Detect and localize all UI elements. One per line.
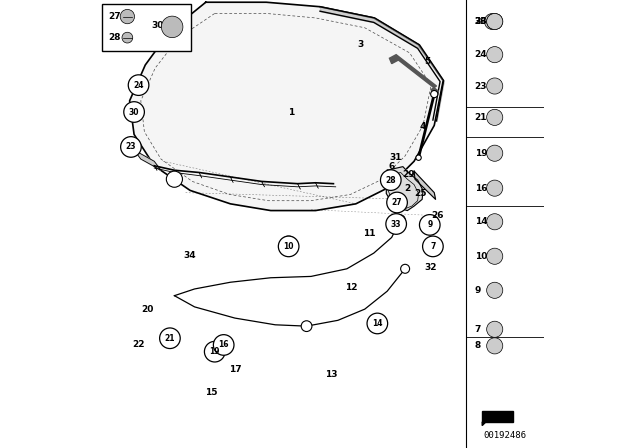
Text: 17: 17 [228,365,241,374]
Text: 30: 30 [151,21,163,30]
Circle shape [484,13,500,30]
Circle shape [486,109,503,125]
Polygon shape [387,167,423,211]
Text: 10: 10 [475,252,487,261]
Text: 7: 7 [430,242,436,251]
Text: 19: 19 [209,347,220,356]
Text: 33: 33 [391,220,401,228]
Circle shape [486,47,503,63]
Text: 16: 16 [218,340,229,349]
Text: 5: 5 [424,57,431,66]
Text: 2: 2 [404,184,410,193]
Circle shape [278,236,299,257]
Circle shape [486,338,503,354]
Circle shape [386,214,406,234]
Text: 32: 32 [425,263,437,272]
Circle shape [431,90,438,98]
Text: 12: 12 [345,283,358,292]
Text: 33: 33 [475,17,487,26]
Circle shape [213,335,234,355]
Text: 29: 29 [403,170,415,179]
Text: 14: 14 [372,319,383,328]
Text: 9: 9 [475,286,481,295]
Text: 11: 11 [363,229,376,238]
Bar [482,411,513,422]
Text: 7: 7 [475,325,481,334]
Polygon shape [134,150,161,170]
Circle shape [301,321,312,332]
Circle shape [166,171,182,187]
Text: 9: 9 [427,220,433,229]
Circle shape [486,282,503,298]
Text: 24: 24 [133,81,144,90]
Text: 27: 27 [392,198,403,207]
Circle shape [120,9,134,24]
FancyBboxPatch shape [102,4,191,51]
Circle shape [486,180,503,196]
Circle shape [121,137,141,157]
Circle shape [486,145,503,161]
Text: 22: 22 [132,340,145,349]
Polygon shape [130,2,443,211]
Polygon shape [482,422,486,426]
Text: 6: 6 [388,162,395,171]
Text: 31: 31 [389,153,401,162]
Circle shape [486,321,503,337]
Text: 24: 24 [475,50,487,59]
Text: 33: 33 [475,17,487,26]
Circle shape [380,170,401,190]
Circle shape [401,264,410,273]
Text: 8: 8 [475,341,481,350]
Circle shape [159,328,180,349]
Circle shape [396,215,405,224]
Text: 3: 3 [357,40,364,49]
Circle shape [161,16,183,38]
Circle shape [387,192,408,213]
Text: 23: 23 [475,82,487,90]
Text: 10: 10 [284,242,294,251]
Text: 26: 26 [431,211,444,220]
Circle shape [419,215,440,235]
Text: 19: 19 [475,149,487,158]
Text: 28: 28 [108,33,120,42]
Circle shape [124,102,145,122]
Circle shape [280,236,297,252]
Text: 20: 20 [141,305,154,314]
Text: 14: 14 [475,217,487,226]
Text: 27: 27 [108,12,121,21]
Text: 21: 21 [164,334,175,343]
Text: 34: 34 [184,251,196,260]
Polygon shape [389,55,439,95]
Text: 13: 13 [325,370,337,379]
Circle shape [486,13,503,30]
Text: 00192486: 00192486 [483,431,526,440]
Text: 21: 21 [475,113,487,122]
Text: 1: 1 [288,108,294,116]
Circle shape [486,13,503,30]
Polygon shape [414,171,436,199]
Circle shape [204,341,225,362]
Text: 26: 26 [475,17,487,26]
Circle shape [486,78,503,94]
Circle shape [122,32,132,43]
Text: 30: 30 [129,108,140,116]
Text: 4: 4 [420,122,426,131]
Circle shape [367,313,388,334]
Text: 16: 16 [475,184,487,193]
Text: 23: 23 [125,142,136,151]
Circle shape [416,155,421,160]
Circle shape [486,248,503,264]
Circle shape [128,75,149,95]
Text: 25: 25 [415,189,427,198]
Text: 15: 15 [205,388,218,396]
Text: 28: 28 [385,176,396,185]
Circle shape [422,236,443,257]
Circle shape [486,214,503,230]
